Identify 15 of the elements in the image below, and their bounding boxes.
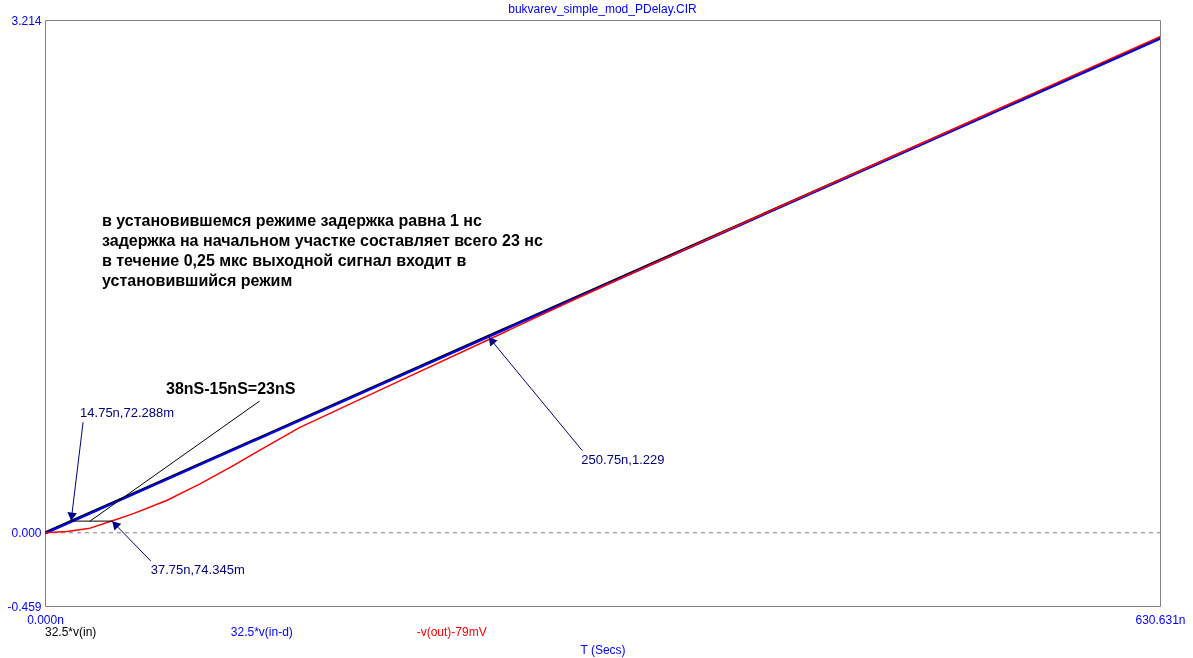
text: -v(out)-79mV bbox=[416, 625, 487, 639]
annotation: 37.75n,74.345m bbox=[150, 561, 245, 577]
y-tick-label: 3.214 bbox=[11, 13, 42, 28]
y-tick-label: 0.000 bbox=[11, 526, 42, 541]
chart-title: bukvarev_simple_mod_PDelay.CIR bbox=[508, 2, 698, 16]
annotation: 14.75n,72.288m bbox=[80, 405, 175, 421]
annotation: 38nS-15nS=23nS bbox=[166, 380, 296, 397]
x-tick-label: 630.631n bbox=[1135, 612, 1186, 627]
text: 32.5*v(in) bbox=[45, 625, 97, 639]
x-tick-label: 0.000n bbox=[27, 612, 64, 627]
x-axis-title: T (Secs) bbox=[580, 642, 626, 657]
y-tick-label: -0.459 bbox=[7, 599, 42, 614]
annotation: в установившемся режиме задержка равна 1 нс задержка на начальном участке составляет всего 23 нс в течение 0,25 мкс выходной сигнал входит в установившийся режим bbox=[102, 212, 543, 289]
annotation: 250.75n,1.229 bbox=[581, 451, 665, 467]
text: 32.5*v(in-d) bbox=[230, 625, 293, 639]
